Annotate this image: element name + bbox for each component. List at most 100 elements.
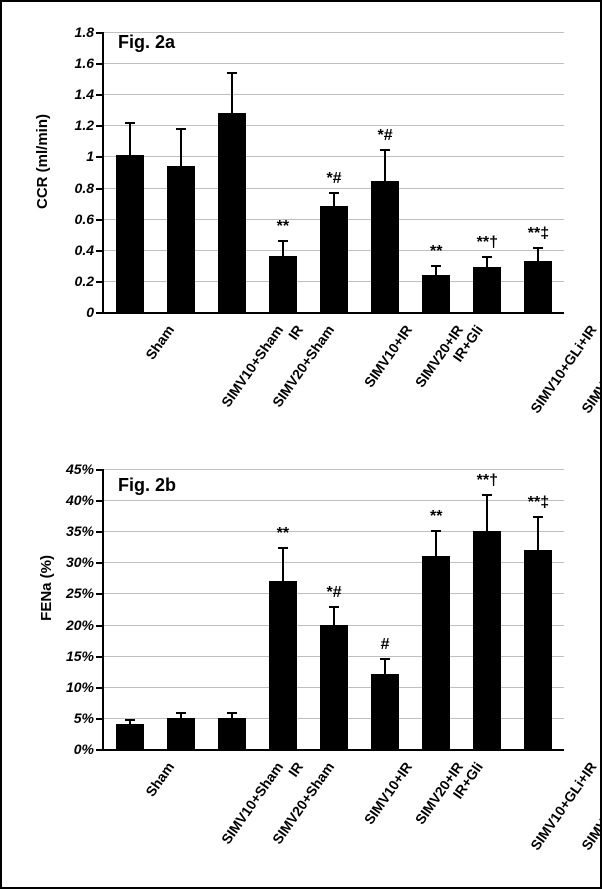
category-label: Sham [142,322,177,362]
ytick-mark [96,562,104,564]
ytick-mark [96,94,104,96]
category-label: IR [285,759,306,780]
ytick-mark [96,656,104,658]
panel-a-plot-area: 00.20.40.60.811.21.41.61.8***#*#****†**‡ [102,32,564,314]
gridline [104,156,564,157]
error-cap [227,723,237,725]
ytick-mark [96,219,104,221]
error-cap [125,122,135,124]
ytick-label: 0.2 [75,273,94,289]
error-line [231,72,233,153]
ytick-mark [96,281,104,283]
category-label: SIMV10+IR [361,322,415,390]
ytick-mark [96,469,104,471]
significance-marker: *# [326,170,341,188]
figure-container: Fig. 2a CCR (ml/min) 00.20.40.60.811.21.… [0,0,602,889]
error-line [129,122,131,187]
ytick-mark [96,749,104,751]
error-cap [278,547,288,549]
error-cap [125,188,135,190]
ytick-label: 20% [66,617,94,633]
error-cap [431,530,441,532]
ytick-label: 1.8 [75,24,94,40]
error-cap [329,192,339,194]
ytick-mark [96,312,104,314]
error-cap [431,582,441,584]
error-cap [176,128,186,130]
error-line [486,256,488,278]
error-line [435,265,437,284]
error-cap [533,516,543,518]
category-label: Sham [142,759,177,799]
significance-marker: **† [477,234,498,252]
significance-marker: ** [277,525,289,543]
ytick-label: 1 [86,148,94,164]
gridline [104,469,564,470]
error-cap [380,658,390,660]
ytick-label: 0% [74,741,94,757]
ytick-label: 10% [66,679,94,695]
error-line [333,192,335,220]
error-cap [329,606,339,608]
ytick-mark [96,250,104,252]
error-cap [380,149,390,151]
significance-marker: **† [477,472,498,490]
error-cap [227,72,237,74]
error-cap [380,691,390,693]
error-line [435,530,437,582]
error-line [384,658,386,692]
error-cap [533,275,543,277]
error-cap [431,284,441,286]
error-cap [278,615,288,617]
significance-marker: *# [326,584,341,602]
error-line [333,606,335,643]
ytick-mark [96,63,104,65]
ytick-label: 0.4 [75,242,94,258]
error-cap [482,569,492,571]
error-cap [380,214,390,216]
ytick-label: 0.6 [75,211,94,227]
panel-b-ylabel: FENa (%) [38,555,55,621]
significance-marker: ** [277,218,289,236]
error-cap [482,278,492,280]
ytick-mark [96,718,104,720]
ytick-mark [96,531,104,533]
ytick-label: 0 [86,304,94,320]
panel-b-plot-area: 0%5%10%15%20%25%30%35%40%45%***##****†**… [102,469,564,751]
error-cap [278,272,288,274]
error-cap [482,256,492,258]
gridline [104,500,564,501]
ytick-mark [96,188,104,190]
ytick-label: 45% [66,461,94,477]
error-cap [125,729,135,731]
panel-a-ylabel: CCR (ml/min) [34,114,51,209]
significance-marker: ** [430,243,442,261]
significance-marker: **‡ [528,494,549,512]
error-line [282,547,284,615]
panel-a: Fig. 2a CCR (ml/min) 00.20.40.60.811.21.… [32,14,577,429]
error-cap [329,220,339,222]
error-line [537,516,539,584]
error-cap [533,247,543,249]
ytick-mark [96,687,104,689]
ytick-mark [96,593,104,595]
ytick-label: 15% [66,648,94,664]
error-cap [227,712,237,714]
ytick-label: 25% [66,585,94,601]
error-cap [176,203,186,205]
error-line [384,149,386,214]
error-cap [329,643,339,645]
significance-marker: *# [378,127,393,145]
category-label: IR [285,322,306,343]
error-line [537,247,539,275]
ytick-label: 35% [66,523,94,539]
ytick-mark [96,156,104,158]
error-cap [125,719,135,721]
gridline [104,63,564,64]
panel-a-title: Fig. 2a [118,32,175,53]
ytick-mark [96,625,104,627]
error-cap [431,265,441,267]
significance-marker: **‡ [528,225,549,243]
error-cap [278,240,288,242]
ytick-label: 0.8 [75,180,94,196]
